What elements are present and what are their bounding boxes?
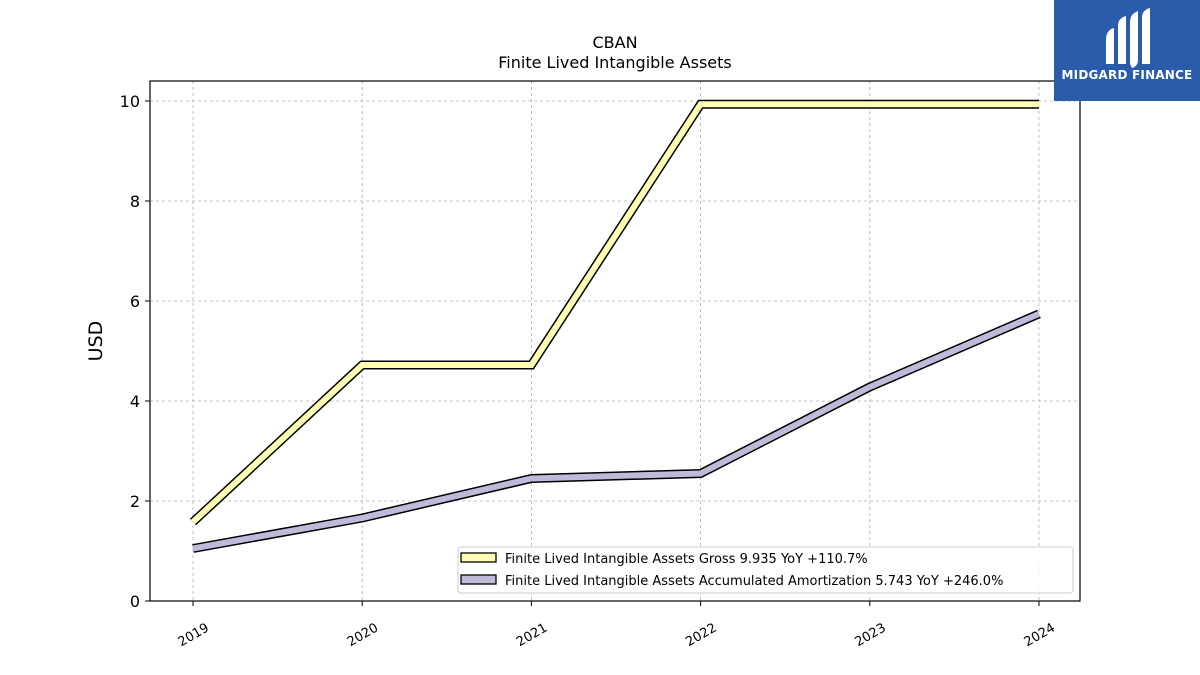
brand-logo: MIDGARD FINANCE xyxy=(1054,0,1200,101)
y-axis-ticks: 0 2 4 6 8 10 xyxy=(120,92,150,611)
x-tick-label: 2022 xyxy=(683,621,719,651)
y-tick-label: 4 xyxy=(130,392,140,411)
y-tick-label: 0 xyxy=(130,592,140,611)
series-outline-1 xyxy=(192,309,1041,553)
logo-text: MIDGARD FINANCE xyxy=(1061,68,1193,82)
x-tick-label: 2020 xyxy=(345,621,381,651)
plot-frame xyxy=(149,80,1081,602)
series-line-0 xyxy=(190,101,1039,525)
y-tick-label: 2 xyxy=(130,492,140,511)
x-tick-label: 2019 xyxy=(176,621,212,651)
legend-swatch-gross xyxy=(460,552,497,563)
series-lines xyxy=(189,99,1041,553)
x-tick-label: 2021 xyxy=(514,621,550,651)
legend-swatch-amortization xyxy=(460,574,497,585)
x-axis-ticks: 2019 2020 2021 2022 2023 2024 xyxy=(176,601,1058,650)
legend-label-gross: Finite Lived Intangible Assets Gross 9.9… xyxy=(505,552,868,567)
chart-title: CBAN xyxy=(592,33,637,52)
y-axis-label: USD xyxy=(85,321,107,362)
legend: Finite Lived Intangible Assets Gross 9.9… xyxy=(457,546,1074,594)
legend-box xyxy=(457,546,1074,594)
y-tick-label: 8 xyxy=(130,192,140,211)
x-tick-label: 2024 xyxy=(1022,621,1058,651)
series-line-1 xyxy=(192,311,1041,552)
grid xyxy=(150,81,1080,602)
legend-label-amortization: Finite Lived Intangible Assets Accumulat… xyxy=(505,574,1003,589)
x-tick-label: 2023 xyxy=(852,621,888,651)
chart-subtitle: Finite Lived Intangible Assets xyxy=(498,53,731,72)
y-tick-label: 6 xyxy=(130,292,140,311)
y-tick-label: 10 xyxy=(120,92,140,111)
logo-mark-icon xyxy=(1106,8,1150,68)
series-outline-0 xyxy=(189,99,1039,526)
